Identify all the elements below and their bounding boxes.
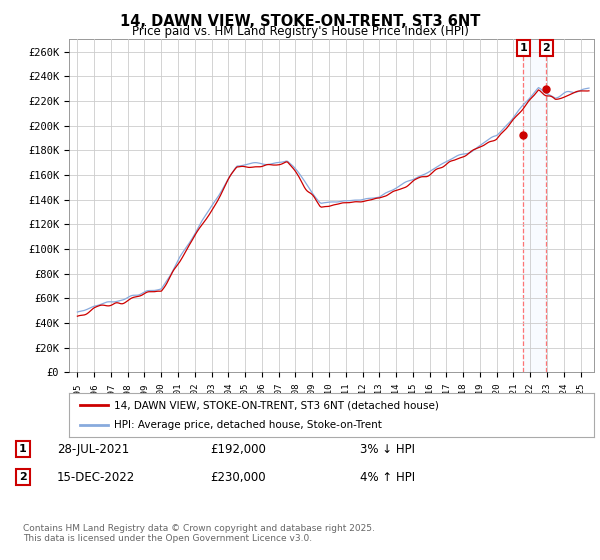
Text: Price paid vs. HM Land Registry's House Price Index (HPI): Price paid vs. HM Land Registry's House … [131, 25, 469, 38]
Text: 1: 1 [19, 444, 26, 454]
Text: Contains HM Land Registry data © Crown copyright and database right 2025.
This d: Contains HM Land Registry data © Crown c… [23, 524, 374, 543]
Text: 14, DAWN VIEW, STOKE-ON-TRENT, ST3 6NT: 14, DAWN VIEW, STOKE-ON-TRENT, ST3 6NT [120, 14, 480, 29]
Text: 4% ↑ HPI: 4% ↑ HPI [360, 470, 415, 484]
Text: 1: 1 [520, 43, 527, 53]
Bar [523, 39, 547, 372]
Text: 2: 2 [19, 472, 26, 482]
Text: 28-JUL-2021: 28-JUL-2021 [57, 442, 129, 456]
Text: £192,000: £192,000 [210, 442, 266, 456]
Text: HPI: Average price, detached house, Stoke-on-Trent: HPI: Average price, detached house, Stok… [113, 419, 382, 430]
Text: 2: 2 [542, 43, 550, 53]
Text: 14, DAWN VIEW, STOKE-ON-TRENT, ST3 6NT (detached house): 14, DAWN VIEW, STOKE-ON-TRENT, ST3 6NT (… [113, 400, 439, 410]
Text: 3% ↓ HPI: 3% ↓ HPI [360, 442, 415, 456]
Text: £230,000: £230,000 [210, 470, 266, 484]
Text: 15-DEC-2022: 15-DEC-2022 [57, 470, 135, 484]
